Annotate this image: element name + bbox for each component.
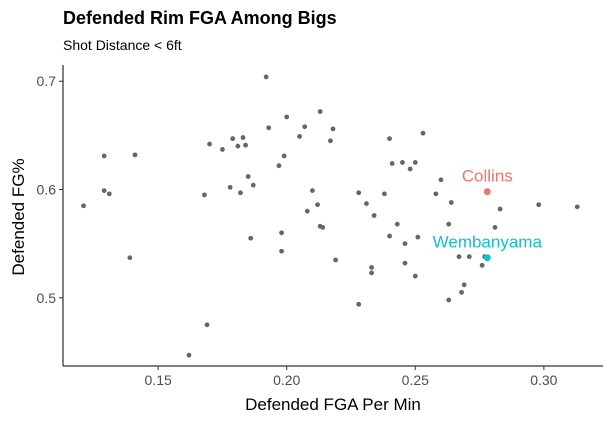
data-point (369, 265, 374, 270)
data-point (356, 301, 362, 307)
data-point (574, 204, 580, 210)
data-point (400, 160, 405, 165)
data-point (438, 177, 444, 183)
data-point (248, 235, 254, 241)
data-point (207, 141, 212, 147)
data-point (279, 248, 284, 254)
data-point (412, 160, 418, 165)
data-point (387, 233, 392, 239)
data-point (276, 163, 282, 169)
data-point (402, 241, 408, 247)
highlight-point-collins (483, 188, 491, 196)
data-point (245, 174, 251, 179)
y-tick-label: 0.6 (37, 182, 57, 198)
data-point (263, 74, 269, 80)
data-point (402, 260, 408, 266)
data-point (536, 202, 542, 208)
data-point (382, 191, 387, 197)
y-tick-label: 0.5 (37, 290, 57, 306)
data-point (371, 213, 377, 218)
data-point (466, 254, 472, 260)
x-ticks: 0.15 0.20 0.25 0.30 (145, 366, 558, 388)
data-point (220, 147, 225, 152)
data-point (446, 297, 452, 303)
data-point (328, 138, 333, 144)
data-point (281, 153, 287, 159)
data-point (412, 273, 418, 279)
data-point (238, 190, 243, 196)
x-tick-label: 0.15 (145, 372, 172, 388)
data-point (479, 262, 485, 268)
data-point (132, 152, 138, 158)
data-point (310, 188, 315, 193)
data-points (81, 74, 580, 358)
data-point (315, 202, 320, 208)
data-point (446, 221, 452, 227)
x-tick-label: 0.30 (530, 372, 557, 388)
data-point (230, 136, 236, 142)
data-point (240, 135, 246, 140)
data-point (333, 257, 338, 263)
data-point (394, 221, 400, 227)
data-point (320, 225, 326, 230)
data-point (302, 124, 308, 130)
data-point (101, 188, 107, 193)
data-point (227, 184, 233, 190)
data-point (459, 289, 464, 295)
data-point (369, 270, 374, 276)
data-point (461, 282, 467, 288)
y-ticks: 0.5 0.6 0.7 (37, 73, 63, 306)
data-point (304, 208, 310, 214)
x-axis-title: Defended FGA Per Min (245, 395, 421, 414)
data-point (387, 136, 392, 142)
data-point (433, 191, 439, 197)
data-point (127, 255, 133, 261)
data-point (204, 322, 210, 328)
x-tick-label: 0.20 (273, 372, 300, 388)
data-point (389, 161, 395, 166)
highlighted-points: Collins Wembanyama (433, 167, 543, 262)
data-point (186, 352, 192, 358)
data-point (235, 143, 241, 149)
chart-title: Defended Rim FGA Among Bigs (63, 8, 337, 28)
data-point (448, 200, 454, 205)
data-point (297, 134, 302, 139)
data-point (81, 203, 86, 209)
data-point (364, 201, 369, 206)
data-point (279, 230, 284, 236)
data-point (101, 153, 107, 159)
chart-subtitle: Shot Distance < 6ft (63, 37, 182, 53)
data-point (106, 191, 112, 197)
data-point (492, 225, 498, 230)
data-point (356, 190, 362, 196)
y-axis-title: Defended FG% (9, 158, 28, 275)
x-tick-label: 0.25 (402, 372, 429, 388)
data-point (284, 114, 290, 120)
data-point (407, 166, 413, 172)
highlight-point-wembanyama (483, 254, 491, 262)
data-point (266, 125, 272, 131)
data-point (420, 130, 426, 136)
data-point (415, 234, 421, 240)
highlight-label-collins: Collins (462, 167, 513, 186)
y-tick-label: 0.7 (37, 73, 57, 89)
data-point (243, 142, 248, 148)
data-point (250, 182, 256, 188)
data-point (317, 109, 323, 114)
data-point (330, 126, 336, 132)
data-point (456, 254, 462, 260)
data-point (497, 206, 503, 212)
data-point (202, 192, 207, 198)
highlight-label-wembanyama: Wembanyama (433, 233, 543, 252)
